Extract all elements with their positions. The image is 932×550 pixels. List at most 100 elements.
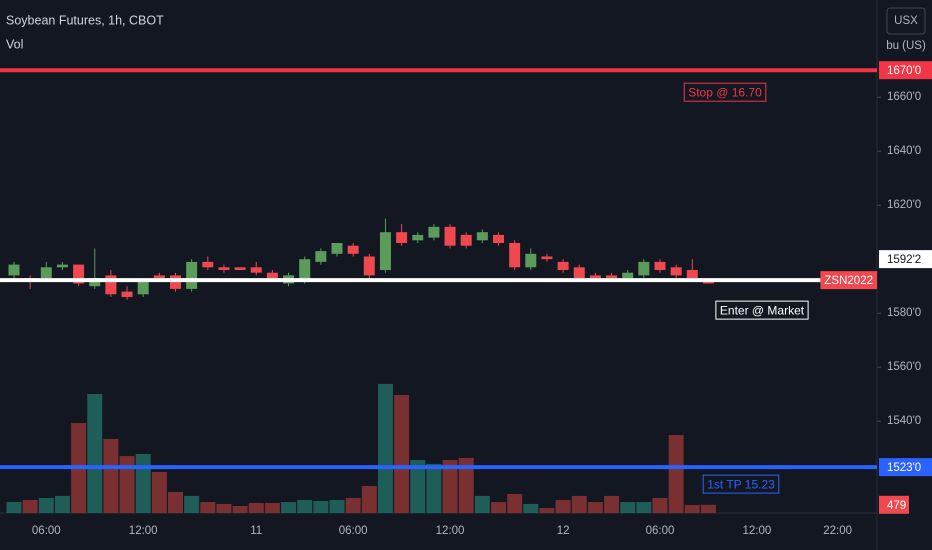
volume-bar xyxy=(620,502,636,513)
volume-bar xyxy=(151,471,167,513)
y-tick-label: 1660'0 xyxy=(887,91,921,103)
volume-bar xyxy=(54,495,70,513)
candle-body xyxy=(541,256,553,260)
currency[interactable]: USX xyxy=(894,15,918,27)
volume-bar xyxy=(184,495,200,513)
volume-bar xyxy=(555,500,571,513)
candle-body xyxy=(218,267,230,270)
volume-label: Vol xyxy=(6,37,23,51)
volume-bar xyxy=(87,393,103,513)
volume-bar xyxy=(103,438,119,513)
candle-body xyxy=(557,261,569,270)
volume-bar xyxy=(313,501,329,513)
x-tick-label: 12:00 xyxy=(436,525,465,537)
candle-body xyxy=(363,256,375,276)
x-tick-label: 12 xyxy=(557,525,570,537)
candle-body xyxy=(234,267,246,270)
volume-bar xyxy=(6,501,22,513)
volume-bar xyxy=(684,504,700,513)
price-label-box xyxy=(879,61,932,80)
x-tick-label: 11 xyxy=(250,525,262,537)
candle-body xyxy=(331,243,343,254)
volume-bar xyxy=(329,500,345,513)
volume-bar xyxy=(491,502,506,513)
volume-bar xyxy=(604,495,620,513)
candle-body xyxy=(460,234,472,246)
x-tick-label: 06:00 xyxy=(339,525,368,537)
order-label-box xyxy=(683,82,767,102)
volume-bar xyxy=(474,495,490,513)
volume-bar xyxy=(700,504,716,513)
candle-body xyxy=(170,275,181,289)
volume-bar xyxy=(377,383,393,513)
candle-body xyxy=(379,232,391,270)
currency-button[interactable] xyxy=(886,7,926,35)
volume-value: 479 xyxy=(887,500,906,512)
candle-body xyxy=(202,261,214,268)
chart-title: Soybean Futures, 1h, CBOT xyxy=(6,13,164,27)
symbol-tag-box xyxy=(820,271,877,290)
candle-body xyxy=(121,291,133,297)
volume-bar xyxy=(636,502,652,513)
y-tick-label: 1640'0 xyxy=(887,145,921,157)
price-label: 1523'0 xyxy=(887,462,921,474)
candle-body xyxy=(525,253,537,268)
order-label: Enter @ Market xyxy=(720,303,805,317)
price-label: 1670'0 xyxy=(887,65,921,77)
candle-body xyxy=(654,261,666,270)
order-label: 1st TP 15.23 xyxy=(707,477,775,491)
volume-bar xyxy=(668,435,684,513)
volume-bar xyxy=(539,508,555,513)
volume-bar xyxy=(38,497,54,513)
volume-bar xyxy=(264,502,280,513)
candle-body xyxy=(186,261,198,289)
volume-bar xyxy=(135,454,151,513)
volume-bar xyxy=(168,491,183,513)
x-tick-label: 12:00 xyxy=(743,525,772,537)
candle-body xyxy=(589,275,601,279)
price-label: 1592'2 xyxy=(887,254,921,266)
candle-body xyxy=(622,272,634,279)
x-tick-label: 06:00 xyxy=(32,525,61,537)
volume-bar xyxy=(248,502,264,513)
candle-body xyxy=(670,267,682,276)
volume-bar xyxy=(652,497,668,513)
price-label-box xyxy=(879,458,932,477)
candle-body xyxy=(89,278,101,287)
y-tick-label: 1580'0 xyxy=(887,307,921,319)
volume-bar xyxy=(410,459,426,513)
candle-body xyxy=(347,245,359,254)
volume-bar xyxy=(571,495,587,513)
candle-body xyxy=(606,275,618,279)
candle-body xyxy=(266,272,278,279)
candle-body xyxy=(8,264,20,276)
volume-bar xyxy=(507,494,523,513)
candle-body xyxy=(444,226,456,246)
volume-bar xyxy=(523,503,539,513)
price-label-box xyxy=(879,250,932,269)
symbol-tag: ZSN2022 xyxy=(824,275,873,287)
candle-body xyxy=(73,264,85,284)
candle-body xyxy=(493,234,504,243)
volume-bar xyxy=(361,485,377,513)
volume-bar xyxy=(458,457,474,513)
y-tick-label: 1620'0 xyxy=(887,199,921,211)
volume-bar xyxy=(232,505,248,513)
x-tick-label: 06:00 xyxy=(646,525,675,537)
candle-body xyxy=(396,232,408,243)
candle-body xyxy=(573,267,585,279)
candle-body xyxy=(638,261,650,276)
candle-body xyxy=(412,234,424,241)
volume-bar xyxy=(216,503,232,513)
candle-body xyxy=(476,232,488,241)
candle-body xyxy=(56,264,68,268)
volume-value-box xyxy=(879,495,909,514)
volume-bar xyxy=(297,500,313,513)
candle-body xyxy=(702,280,714,284)
volume-bar xyxy=(394,395,410,513)
x-tick-label: 12:00 xyxy=(129,525,158,537)
volume-bar xyxy=(22,500,38,513)
order-label-box xyxy=(702,474,780,494)
candle-body xyxy=(299,259,311,281)
